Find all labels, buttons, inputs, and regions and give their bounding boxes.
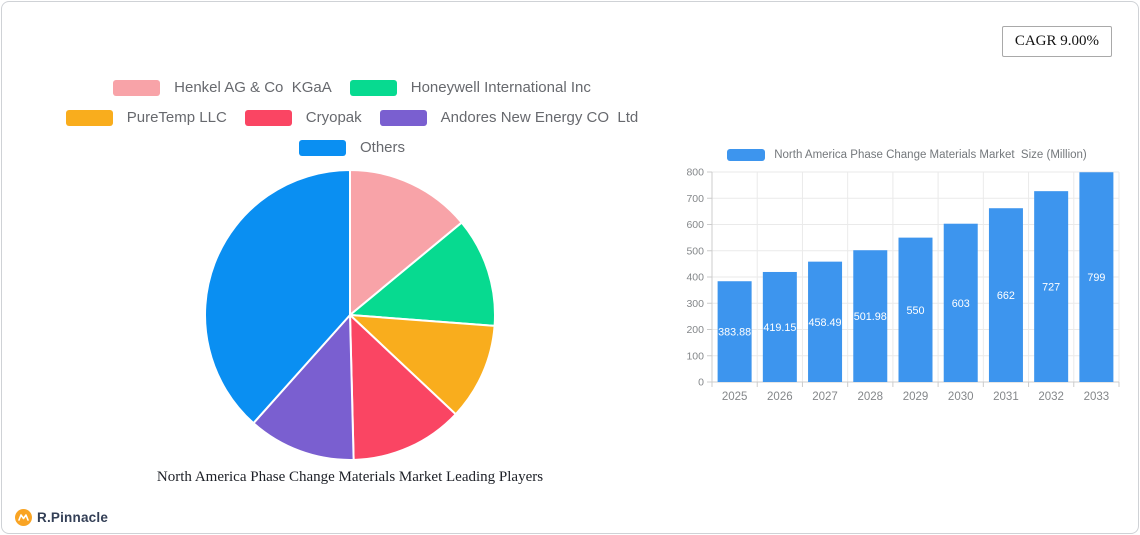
bar-value-label: 603 xyxy=(952,298,970,310)
bar-legend-swatch xyxy=(727,149,766,161)
cagr-badge: CAGR 9.00% xyxy=(1001,26,1112,57)
bar-value-label: 458.49 xyxy=(809,317,842,329)
bar-2025[interactable] xyxy=(717,281,752,382)
bar-legend-label: North America Phase Change Materials Mar… xyxy=(774,149,1087,161)
legend-row: Others xyxy=(30,139,674,156)
bar-value-label: 799 xyxy=(1087,272,1105,284)
bar-value-label: 419.15 xyxy=(763,322,796,334)
x-tick-label: 2025 xyxy=(722,391,748,403)
x-tick-label: 2032 xyxy=(1038,391,1064,403)
bar-value-label: 501.98 xyxy=(854,311,887,323)
y-tick-label: 0 xyxy=(698,377,704,389)
pie-slice-honeywell-international-inc[interactable] xyxy=(349,221,496,327)
pie-legend: Henkel AG & Co KGaA Honeywell Internation… xyxy=(30,79,674,156)
pie-slice-andores-new-energy-co-ltd[interactable] xyxy=(252,314,355,461)
x-tick-label: 2026 xyxy=(767,391,793,403)
x-tick-label: 2027 xyxy=(812,391,838,403)
legend-swatch xyxy=(349,79,397,96)
legend-label: Others xyxy=(359,139,405,156)
bar-2032[interactable] xyxy=(1034,191,1069,382)
legend-swatch xyxy=(65,109,113,126)
pie-slice-puretemp-llc[interactable] xyxy=(349,314,496,416)
legend-label: Andores New Energy CO Ltd xyxy=(440,109,639,126)
bar-value-label: 383.88 xyxy=(718,327,751,339)
x-tick-label: 2033 xyxy=(1084,391,1110,403)
legend-item-cryopak[interactable]: Cryopak xyxy=(244,109,362,126)
legend-row: Henkel AG & Co KGaA Honeywell Internation… xyxy=(30,79,674,96)
legend-swatch xyxy=(298,139,346,156)
y-tick-label: 800 xyxy=(686,167,704,179)
y-tick-label: 200 xyxy=(686,324,704,336)
y-tick-label: 600 xyxy=(686,219,704,231)
y-tick-label: 100 xyxy=(686,350,704,362)
pie-slice-cryopak[interactable] xyxy=(349,314,457,461)
legend-label: Honeywell International Inc xyxy=(410,79,591,96)
legend-item-puretemp-llc[interactable]: PureTemp LLC xyxy=(65,109,227,126)
legend-swatch xyxy=(379,109,427,126)
y-tick-label: 500 xyxy=(686,245,704,257)
bar-2028[interactable] xyxy=(853,250,888,382)
logo-text: R.Pinnacle xyxy=(37,510,109,525)
bar-chart: 0 100 200 300 400 500 600 700 800 383.88 2025 419.1… xyxy=(686,167,1120,403)
legend-label: Cryopak xyxy=(305,109,362,126)
legend-item-others[interactable]: Others xyxy=(298,139,405,156)
legend-label: Henkel AG & Co KGaA xyxy=(174,79,332,96)
bar-chart-legend[interactable]: North America Phase Change Materials Mar… xyxy=(692,149,1122,161)
bar-2033[interactable] xyxy=(1079,172,1114,382)
x-tick-label: 2030 xyxy=(948,391,974,403)
y-tick-label: 700 xyxy=(686,193,704,205)
bar-value-label: 727 xyxy=(1042,282,1060,294)
bar-2029[interactable] xyxy=(898,237,933,382)
bar-value-label: 550 xyxy=(906,305,924,317)
pie-chart xyxy=(204,169,496,461)
pie-chart-title: North America Phase Change Materials Mar… xyxy=(156,469,544,485)
bar-2031[interactable] xyxy=(988,208,1023,382)
x-tick-label: 2029 xyxy=(903,391,929,403)
bar-2030[interactable] xyxy=(943,223,978,382)
bar-2026[interactable] xyxy=(762,271,797,382)
x-tick-label: 2031 xyxy=(993,391,1019,403)
legend-item-henkel-ag-co-kgaa[interactable]: Henkel AG & Co KGaA xyxy=(113,79,332,96)
legend-swatch xyxy=(244,109,292,126)
pie-slice-henkel-ag-co-kgaa[interactable] xyxy=(349,169,463,316)
legend-item-honeywell-international-inc[interactable]: Honeywell International Inc xyxy=(349,79,591,96)
x-tick-label: 2028 xyxy=(857,391,883,403)
cagr-label: CAGR 9.00% xyxy=(1014,33,1099,49)
y-tick-label: 300 xyxy=(686,298,704,310)
y-tick-label: 400 xyxy=(686,272,704,284)
brand-logo: R.Pinnacle xyxy=(15,509,108,526)
logo-icon xyxy=(15,509,32,526)
legend-item-andores-new-energy-co-ltd[interactable]: Andores New Energy CO Ltd xyxy=(379,109,639,126)
legend-label: PureTemp LLC xyxy=(126,109,227,126)
legend-row: PureTemp LLC Cryopak Andores New Energy CO… xyxy=(30,109,674,126)
bar-value-label: 662 xyxy=(997,290,1015,302)
bar-2027[interactable] xyxy=(808,261,843,382)
legend-swatch xyxy=(113,79,161,96)
pie-slice-others[interactable] xyxy=(204,169,351,425)
